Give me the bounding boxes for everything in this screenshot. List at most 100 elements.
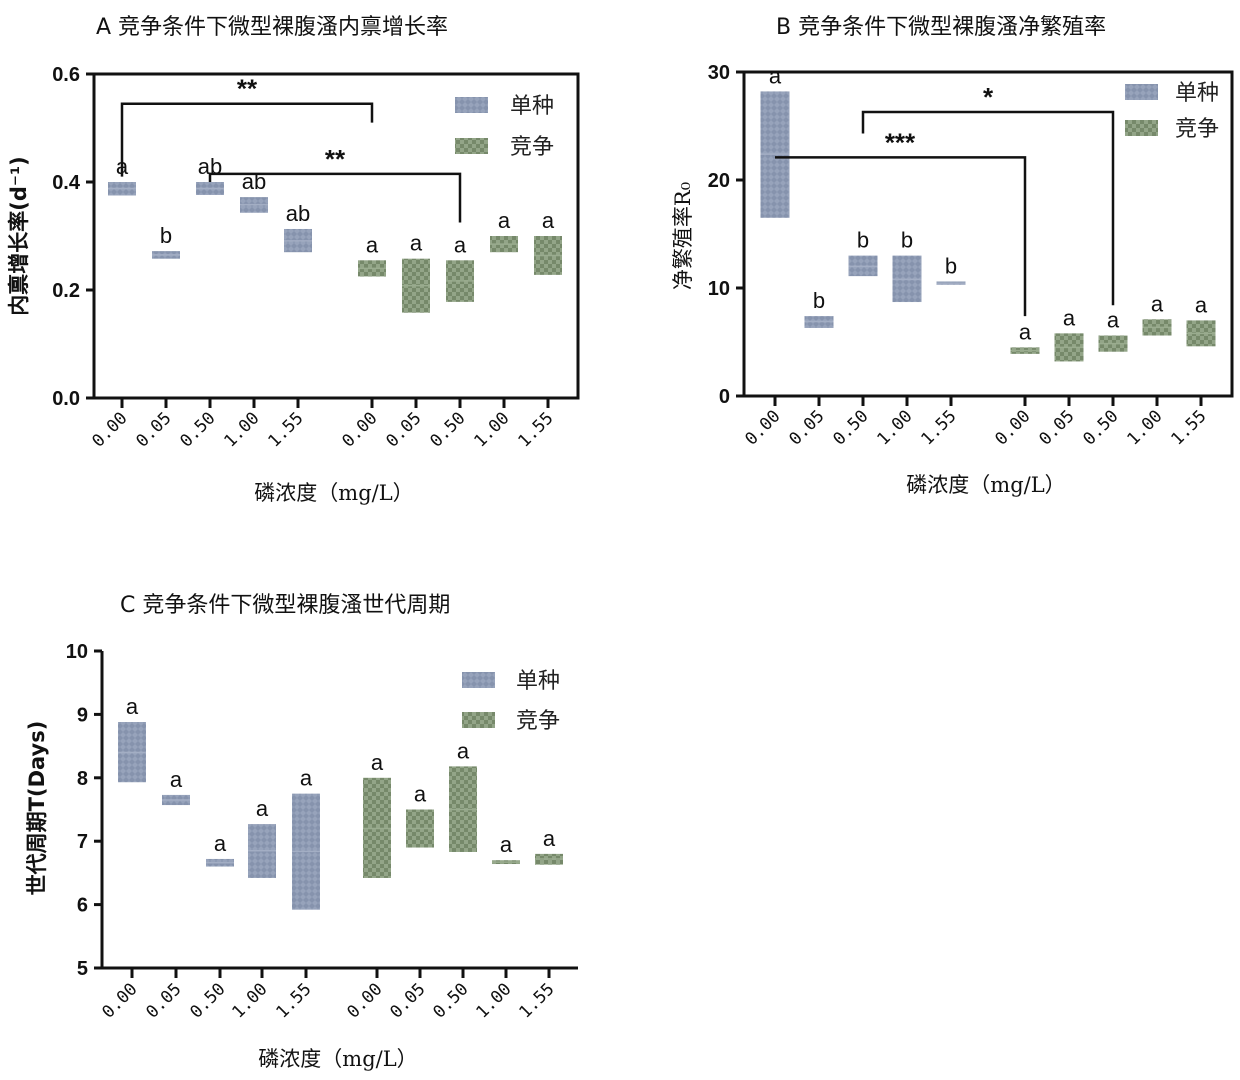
x-tick-label: 0.00 <box>98 979 141 1022</box>
x-tick-label: 0.00 <box>991 406 1034 449</box>
significance-letters: a b b b b a a a a a <box>769 63 1208 344</box>
significance-letter: a <box>1019 319 1032 344</box>
x-tick-label: 0.05 <box>386 979 429 1022</box>
legend-label-compete: 竞争 <box>516 709 560 734</box>
legend-label-compete: 竞争 <box>1175 117 1219 142</box>
x-tick-label: 0.00 <box>741 406 784 449</box>
significance-letter: a <box>410 231 423 256</box>
significance-letter: a <box>366 232 379 257</box>
chart-title: C 竞争条件下微型裸腹溞世代周期 <box>120 593 450 618</box>
legend-swatch-single <box>455 97 488 113</box>
significance-letter: b <box>857 228 869 253</box>
x-tick-label: 0.50 <box>426 408 469 451</box>
x-tick-label: 0.00 <box>88 408 131 451</box>
y-tick-label: 5 <box>77 958 88 980</box>
x-tick-label: 1.00 <box>470 408 513 451</box>
significance-letter: a <box>214 831 227 856</box>
significance-letter: a <box>543 826 556 851</box>
significance-letter: a <box>1107 308 1120 333</box>
chart-panel-b: B 竞争条件下微型裸腹溞净繁殖率 净繁殖率R₀ 磷浓度（mg/L） 0 10 20 3… <box>671 15 1234 497</box>
significance-letter: a <box>414 782 427 807</box>
y-axis-ticks: 0 10 20 30 <box>708 62 744 408</box>
significance-letter: a <box>371 750 384 775</box>
significance-letter: a <box>454 232 467 257</box>
legend-swatch-single <box>462 672 495 688</box>
legend-label-single: 单种 <box>1175 81 1219 106</box>
x-tick-label: 1.00 <box>873 406 916 449</box>
chart-title: B 竞争条件下微型裸腹溞净繁殖率 <box>776 15 1106 40</box>
x-tick-label: 0.50 <box>1079 406 1122 449</box>
bracket-line <box>120 102 374 177</box>
significance-letters: a a a a a a a a a a <box>126 694 556 857</box>
x-tick-label: 1.00 <box>1123 406 1166 449</box>
x-tick-label: 0.50 <box>176 408 219 451</box>
x-tick-label: 1.55 <box>264 408 307 451</box>
y-axis-ticks: 5 6 7 8 9 10 <box>66 641 102 980</box>
y-tick-label: 10 <box>708 278 730 300</box>
x-tick-label: 0.05 <box>142 979 185 1022</box>
x-axis-title: 磷浓度（mg/L） <box>254 481 413 505</box>
bar-series <box>118 722 563 910</box>
x-axis-title: 磷浓度（mg/L） <box>258 1047 417 1071</box>
significance-letter: b <box>813 288 825 313</box>
significance-letter: a <box>126 694 139 719</box>
y-axis-title: 净繁殖率R₀ <box>671 182 695 290</box>
y-tick-label: 0.2 <box>52 280 80 302</box>
y-axis-title: 世代周期T(Days) <box>25 721 49 896</box>
x-tick-label: 1.00 <box>220 408 263 451</box>
x-tick-label: 1.55 <box>515 979 558 1022</box>
x-tick-label: 0.05 <box>382 408 425 451</box>
legend-label-compete: 竞争 <box>510 135 554 160</box>
y-tick-label: 7 <box>77 831 88 853</box>
chart-panel-c: C 竞争条件下微型裸腹溞世代周期 世代周期T(Days) 磷浓度（mg/L） 5… <box>25 593 578 1071</box>
legend: 单种 竞争 <box>462 669 560 734</box>
chart-title: A 竞争条件下微型裸腹溞内禀增长率 <box>96 15 448 40</box>
legend: 单种 竞争 <box>455 94 554 160</box>
x-tick-label: 1.55 <box>514 408 557 451</box>
legend-swatch-compete <box>462 712 495 728</box>
x-tick-label: 1.55 <box>917 406 960 449</box>
y-axis-ticks: 0.0 0.2 0.4 0.6 <box>52 64 94 410</box>
significance-stars: ** <box>325 144 346 174</box>
legend-swatch-compete <box>1125 120 1158 136</box>
y-tick-label: 20 <box>708 170 730 192</box>
legend-label-single: 单种 <box>510 94 554 119</box>
significance-letter: a <box>542 208 555 233</box>
y-tick-label: 0.0 <box>52 388 80 410</box>
bar-series <box>760 91 1216 362</box>
legend-swatch-single <box>1125 84 1158 100</box>
comparison-brackets: **** <box>120 74 462 223</box>
y-tick-label: 0 <box>719 386 730 408</box>
chart-panel-a: A 竞争条件下微型裸腹溞内禀增长率 内禀增长率(d⁻¹) 磷浓度（mg/L） 0… <box>7 15 580 505</box>
y-axis-title: 内禀增长率(d⁻¹) <box>7 156 31 316</box>
x-tick-label: 0.00 <box>338 408 381 451</box>
plot-frame <box>742 70 1234 398</box>
x-tick-label: 0.50 <box>429 979 472 1022</box>
significance-letter: b <box>945 254 957 279</box>
significance-letter: a <box>498 208 511 233</box>
x-tick-label: 0.50 <box>829 406 872 449</box>
x-tick-label: 0.50 <box>186 979 229 1022</box>
x-tick-label: 0.05 <box>132 408 175 451</box>
legend-label-single: 单种 <box>516 669 560 694</box>
y-tick-label: 8 <box>77 768 88 790</box>
y-tick-label: 30 <box>708 62 730 84</box>
comparison-brackets: **** <box>775 82 1115 317</box>
significance-letter: ab <box>286 201 310 226</box>
significance-letter: a <box>769 63 782 88</box>
significance-letter: a <box>170 767 183 792</box>
significance-stars: * <box>983 82 994 112</box>
y-tick-label: 0.4 <box>52 172 81 194</box>
legend: 单种 竞争 <box>1125 81 1219 142</box>
significance-letter: a <box>256 796 269 821</box>
x-tick-label: 0.05 <box>785 406 828 449</box>
y-tick-label: 9 <box>77 704 88 726</box>
x-tick-label: 0.05 <box>1035 406 1078 449</box>
x-axis-title: 磷浓度（mg/L） <box>906 473 1065 497</box>
significance-letter: a <box>500 832 513 857</box>
x-tick-label: 0.00 <box>343 979 386 1022</box>
x-tick-label: 1.00 <box>472 979 515 1022</box>
